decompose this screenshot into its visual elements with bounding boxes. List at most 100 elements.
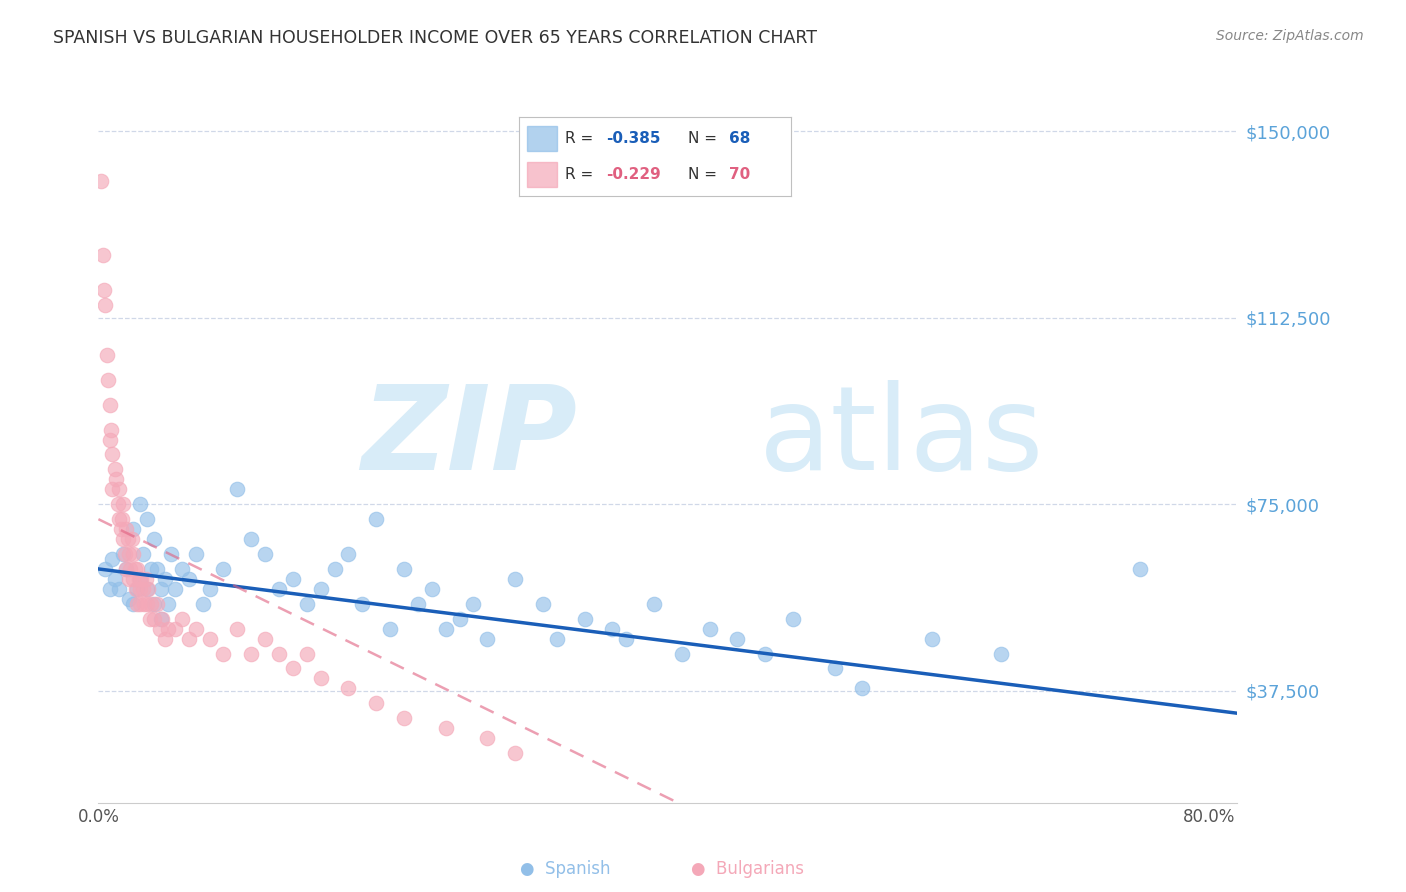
Text: ZIP: ZIP bbox=[361, 380, 576, 494]
Text: ●  Spanish: ● Spanish bbox=[520, 860, 610, 878]
Point bbox=[98, 433, 121, 447]
Text: R =: R = bbox=[565, 131, 599, 146]
Point bbox=[143, 532, 166, 546]
Point bbox=[101, 483, 124, 497]
Point bbox=[267, 582, 290, 596]
Point bbox=[177, 632, 200, 646]
Point bbox=[114, 547, 136, 561]
Point bbox=[198, 632, 221, 646]
Point bbox=[105, 472, 128, 486]
Point bbox=[254, 547, 277, 561]
Point bbox=[226, 483, 249, 497]
Point bbox=[281, 661, 304, 675]
Point bbox=[392, 711, 415, 725]
Point bbox=[112, 532, 135, 546]
Point bbox=[240, 647, 263, 661]
Point bbox=[94, 562, 117, 576]
Point bbox=[392, 562, 415, 576]
Text: 68: 68 bbox=[728, 131, 751, 146]
Point bbox=[574, 612, 596, 626]
Point bbox=[177, 572, 200, 586]
Point bbox=[115, 562, 138, 576]
Point bbox=[281, 572, 304, 586]
Point bbox=[170, 612, 193, 626]
Point bbox=[153, 632, 176, 646]
Text: R =: R = bbox=[565, 167, 599, 182]
Bar bbox=[527, 161, 557, 186]
Point bbox=[150, 612, 173, 626]
Point bbox=[337, 547, 360, 561]
Point bbox=[240, 532, 263, 546]
Point bbox=[295, 647, 318, 661]
Point bbox=[148, 622, 170, 636]
Point bbox=[129, 497, 152, 511]
Point bbox=[170, 562, 193, 576]
Point bbox=[156, 622, 179, 636]
Point bbox=[699, 622, 721, 636]
Point bbox=[134, 597, 156, 611]
Point bbox=[309, 582, 332, 596]
Point bbox=[184, 547, 207, 561]
Point bbox=[163, 582, 186, 596]
Point bbox=[309, 672, 332, 686]
Point bbox=[129, 597, 152, 611]
Point bbox=[122, 572, 145, 586]
Point bbox=[337, 681, 360, 696]
Point bbox=[366, 696, 388, 710]
Point bbox=[112, 547, 135, 561]
Point bbox=[149, 582, 172, 596]
Point bbox=[614, 632, 637, 646]
Point bbox=[111, 512, 134, 526]
Point bbox=[184, 622, 207, 636]
Point bbox=[108, 582, 131, 596]
Point bbox=[104, 462, 127, 476]
Point bbox=[1129, 562, 1152, 576]
Bar bbox=[527, 126, 557, 152]
Point bbox=[112, 497, 135, 511]
Point bbox=[117, 532, 139, 546]
Point bbox=[124, 562, 146, 576]
Text: ●  Bulgarians: ● Bulgarians bbox=[692, 860, 804, 878]
Point bbox=[824, 661, 846, 675]
Point bbox=[108, 483, 131, 497]
Point bbox=[127, 597, 149, 611]
Point bbox=[990, 647, 1012, 661]
Point bbox=[98, 398, 121, 412]
Point bbox=[135, 572, 157, 586]
Point bbox=[434, 622, 457, 636]
Point bbox=[159, 547, 181, 561]
Point bbox=[115, 562, 138, 576]
Point bbox=[212, 562, 235, 576]
Text: N =: N = bbox=[688, 167, 721, 182]
Point bbox=[352, 597, 374, 611]
Point bbox=[120, 562, 142, 576]
Point bbox=[295, 597, 318, 611]
Point bbox=[101, 552, 124, 566]
Point bbox=[153, 572, 176, 586]
Point bbox=[132, 582, 155, 596]
Point bbox=[546, 632, 568, 646]
Point bbox=[531, 597, 554, 611]
Point bbox=[420, 582, 443, 596]
Point bbox=[503, 572, 526, 586]
Text: N =: N = bbox=[688, 131, 721, 146]
Point bbox=[600, 622, 623, 636]
Point bbox=[132, 547, 155, 561]
Point bbox=[477, 632, 499, 646]
Point bbox=[191, 597, 214, 611]
Point bbox=[121, 532, 143, 546]
Point bbox=[101, 448, 124, 462]
Point bbox=[725, 632, 748, 646]
Point bbox=[96, 348, 118, 362]
Point bbox=[323, 562, 346, 576]
Point bbox=[143, 612, 166, 626]
Point bbox=[503, 746, 526, 760]
Text: SPANISH VS BULGARIAN HOUSEHOLDER INCOME OVER 65 YEARS CORRELATION CHART: SPANISH VS BULGARIAN HOUSEHOLDER INCOME … bbox=[53, 29, 817, 46]
Text: 70: 70 bbox=[728, 167, 749, 182]
Text: -0.229: -0.229 bbox=[606, 167, 661, 182]
Point bbox=[125, 582, 148, 596]
Point bbox=[254, 632, 277, 646]
Point bbox=[136, 512, 159, 526]
Point bbox=[110, 522, 132, 536]
Point bbox=[141, 597, 163, 611]
